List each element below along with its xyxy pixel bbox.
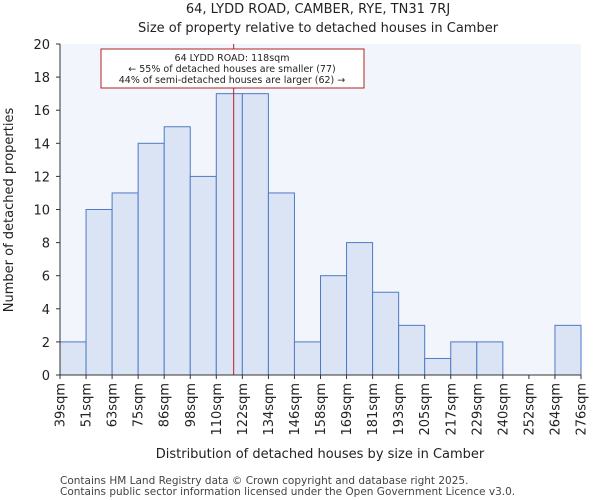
y-tick-label: 6 — [42, 270, 50, 285]
x-tick-label: 51sqm — [80, 383, 95, 427]
bar-146sqm — [293, 341, 322, 376]
x-tick-label: 193sqm — [392, 383, 407, 436]
bar-264sqm — [554, 324, 582, 376]
x-tick-label: 122sqm — [236, 383, 251, 436]
bar-229sqm — [476, 341, 504, 376]
y-axis-label: Number of detached properties — [2, 108, 17, 313]
footer-line-2: Contains public sector information licen… — [60, 486, 515, 498]
y-tick-label: 4 — [42, 303, 50, 318]
bar-75sqm — [137, 142, 165, 376]
x-tick-label: 146sqm — [288, 383, 303, 436]
annotation-frame — [100, 48, 365, 89]
y-tick-label: 18 — [33, 71, 50, 86]
bar-181sqm — [372, 291, 400, 376]
bar-217sqm — [450, 341, 478, 376]
y-tick-label: 10 — [33, 204, 50, 219]
x-tick-label: 276sqm — [575, 383, 590, 436]
bar-86sqm — [163, 126, 191, 376]
x-tick-label: 98sqm — [184, 383, 199, 427]
annotation-box: 64 LYDD ROAD: 118sqm ← 55% of detached h… — [100, 48, 365, 89]
bar-110sqm — [215, 93, 243, 376]
bar-134sqm — [267, 192, 295, 376]
y-tick-label: 8 — [42, 237, 50, 252]
x-tick-label: 134sqm — [262, 383, 277, 436]
x-tick-label: 252sqm — [522, 383, 537, 436]
y-tick-label: 0 — [42, 369, 50, 384]
x-tick-label: 229sqm — [470, 383, 485, 436]
chart-subtitle: Size of property relative to detached ho… — [138, 21, 499, 36]
bar-122sqm — [241, 93, 269, 376]
x-tick-label: 240sqm — [496, 383, 511, 436]
x-tick-label: 205sqm — [418, 383, 433, 436]
bar-51sqm — [85, 209, 113, 376]
bar-63sqm — [111, 192, 139, 376]
x-tick-label: 86sqm — [158, 383, 173, 427]
x-tick-label: 181sqm — [366, 383, 381, 436]
annotation-line-1: 64 LYDD ROAD: 118sqm — [175, 53, 290, 64]
bar-169sqm — [346, 242, 374, 376]
y-tick-label: 16 — [33, 104, 50, 119]
bar-193sqm — [398, 324, 426, 376]
y-tick-label: 14 — [33, 137, 50, 152]
annotation-line-2: ← 55% of detached houses are smaller (77… — [128, 64, 335, 75]
bar-39sqm — [59, 341, 87, 376]
x-tick-label: 217sqm — [444, 383, 459, 436]
bar-98sqm — [189, 175, 217, 376]
x-tick-label: 63sqm — [106, 383, 121, 427]
annotation-line-3: 44% of semi-detached houses are larger (… — [119, 75, 346, 86]
bar-158sqm — [320, 275, 348, 376]
y-tick-label: 2 — [42, 336, 50, 351]
x-tick-label: 264sqm — [548, 383, 563, 436]
footer-line-1: Contains HM Land Registry data © Crown c… — [60, 475, 468, 487]
x-axis-label: Distribution of detached houses by size … — [156, 447, 485, 462]
x-tick-label: 110sqm — [210, 383, 225, 436]
x-tick-label: 158sqm — [314, 383, 329, 436]
x-tick-label: 75sqm — [132, 383, 147, 427]
x-tick-label: 169sqm — [340, 383, 355, 436]
y-tick-label: 20 — [33, 38, 50, 53]
chart-title: 64, LYDD ROAD, CAMBER, RYE, TN31 7RJ — [186, 2, 450, 17]
x-tick-label: 39sqm — [54, 383, 69, 427]
y-tick-label: 12 — [33, 170, 50, 185]
bar-205sqm — [424, 357, 452, 376]
